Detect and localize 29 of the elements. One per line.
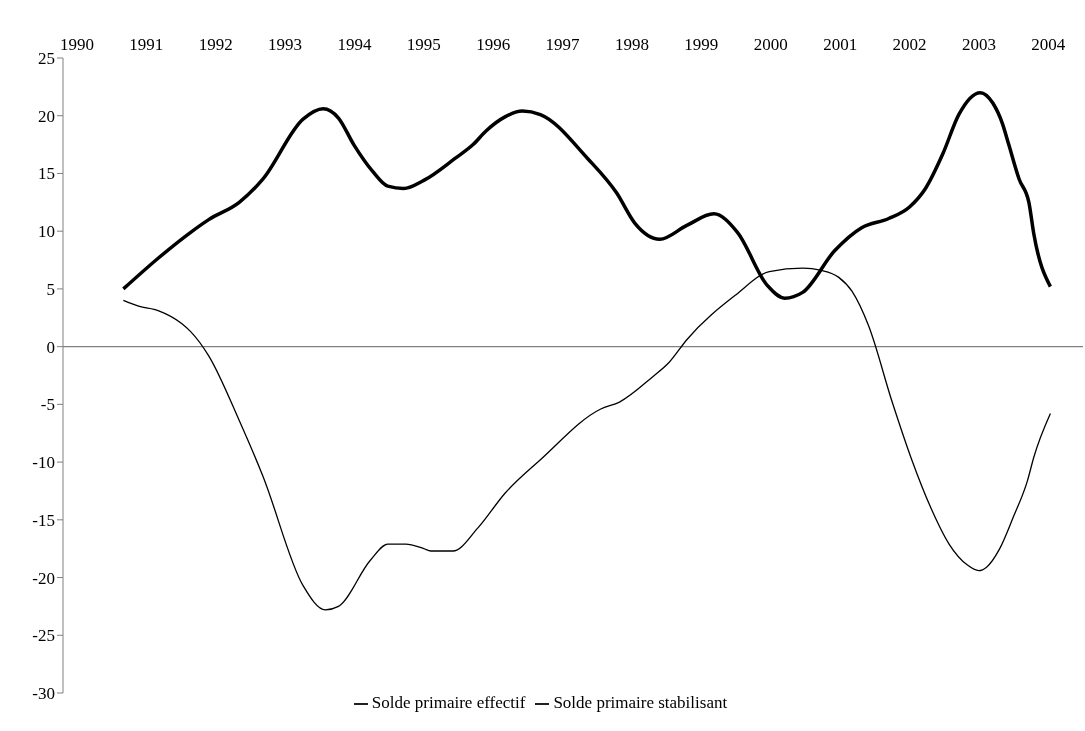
y-tick-label: -25 <box>32 626 55 646</box>
x-tick-label: 2002 <box>892 35 927 54</box>
y-tick-label: 25 <box>38 49 55 69</box>
x-tick-label: 1998 <box>614 35 649 54</box>
x-tick-label: 2001 <box>823 35 858 54</box>
y-tick-label: -15 <box>32 510 55 530</box>
x-tick-label: 1993 <box>268 35 303 54</box>
x-tick-label: 2003 <box>961 35 996 54</box>
y-tick-label: -10 <box>32 453 55 473</box>
y-tick-label: 15 <box>38 164 55 184</box>
y-tick-label: -20 <box>32 568 55 588</box>
x-tick-label: 1994 <box>337 35 372 54</box>
x-tick-label: 2000 <box>753 35 788 54</box>
x-tick-label: 1995 <box>406 35 441 54</box>
x-tick-label: 1990 <box>59 35 94 54</box>
x-tick-label: 1997 <box>545 35 581 54</box>
x-tick-label: 2004 <box>1031 35 1066 54</box>
x-tick-label: 1996 <box>476 35 511 54</box>
x-tick-label: 1992 <box>198 35 233 54</box>
x-tick-label: 1999 <box>684 35 719 54</box>
x-tick-label: 1991 <box>129 35 164 54</box>
y-tick-label: -5 <box>40 395 55 415</box>
y-tick-label: 5 <box>46 279 55 299</box>
y-tick-label: 10 <box>38 222 55 242</box>
legend-label: Solde primaire stabilisant <box>553 693 728 712</box>
y-tick-label: 20 <box>38 106 55 126</box>
legend-label: Solde primaire effectif <box>371 693 526 712</box>
y-tick-label: 0 <box>46 337 55 357</box>
y-tick-label: -30 <box>32 684 55 704</box>
